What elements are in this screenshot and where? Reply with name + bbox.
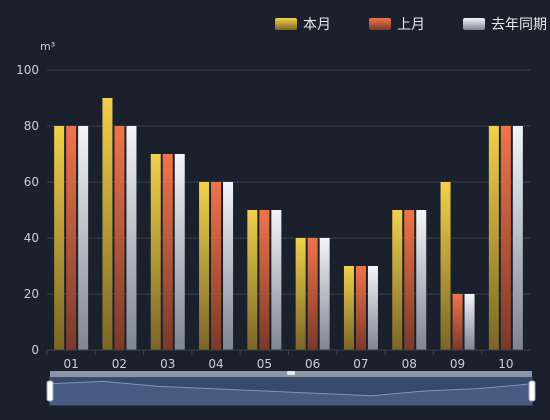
bar-this-month-10 (488, 126, 499, 350)
x-tick-label: 07 (353, 357, 368, 371)
slider-preview-line (49, 380, 533, 397)
bar-this-month-03 (150, 154, 161, 350)
bar-last-month-05 (259, 210, 270, 350)
y-axis-unit: m³ (40, 40, 56, 53)
legend-item-last-month[interactable]: 上月 (369, 14, 425, 34)
bar-same-period-last-year-07 (367, 266, 378, 350)
bar-this-month-02 (102, 98, 113, 350)
legend-item-same-period-last-year[interactable]: 去年同期 (463, 14, 547, 34)
bar-this-month-01 (54, 126, 65, 350)
bar-last-month-09 (452, 294, 463, 350)
x-tick-label: 03 (160, 357, 175, 371)
bar-last-month-01 (66, 126, 77, 350)
bar-same-period-last-year-08 (416, 210, 427, 350)
legend-item-this-month[interactable]: 本月 (275, 14, 331, 34)
legend: 本月 上月 去年同期 (237, 14, 550, 34)
y-axis-ticks: 0 20 40 60 80 100 (16, 63, 39, 357)
y-tick-label: 40 (24, 231, 39, 245)
bar-same-period-last-year-02 (126, 126, 137, 350)
x-tick-label: 04 (208, 357, 223, 371)
bar-same-period-last-year-01 (78, 126, 89, 350)
bar-last-month-08 (404, 210, 415, 350)
bar-this-month-05 (247, 210, 258, 350)
x-tick-label: 08 (402, 357, 417, 371)
bar-last-month-03 (162, 154, 173, 350)
x-tick-label: 01 (64, 357, 79, 371)
bar-same-period-last-year-05 (271, 210, 282, 350)
zoom-slider[interactable] (46, 371, 536, 406)
bar-last-month-06 (307, 238, 318, 350)
x-tick-label: 02 (112, 357, 127, 371)
bar-this-month-06 (295, 238, 306, 350)
bar-last-month-07 (355, 266, 366, 350)
bar-same-period-last-year-03 (174, 154, 185, 350)
x-tick-label: 10 (498, 357, 513, 371)
bars (54, 98, 523, 350)
bar-last-month-10 (500, 126, 511, 350)
bar-same-period-last-year-10 (512, 126, 523, 350)
slider-right-handle[interactable] (528, 380, 536, 402)
y-tick-label: 60 (24, 175, 39, 189)
bar-same-period-last-year-09 (464, 294, 475, 350)
bar-last-month-02 (114, 126, 125, 350)
bar-same-period-last-year-06 (319, 238, 330, 350)
legend-label-same-period-last-year: 去年同期 (491, 17, 547, 33)
slider-drag-grip (287, 371, 295, 375)
y-tick-label: 80 (24, 119, 39, 133)
bar-same-period-last-year-04 (223, 182, 234, 350)
x-tick-label: 05 (257, 357, 272, 371)
bar-this-month-07 (343, 266, 354, 350)
legend-label-this-month: 本月 (303, 17, 331, 33)
legend-swatch-last-month (369, 18, 391, 30)
x-tick-label: 09 (450, 357, 465, 371)
legend-swatch-this-month (275, 18, 297, 30)
bar-last-month-04 (211, 182, 222, 350)
y-tick-label: 100 (16, 63, 39, 77)
x-tick-label: 06 (305, 357, 320, 371)
legend-swatch-same-period-last-year (463, 18, 485, 30)
bar-this-month-08 (392, 210, 403, 350)
x-axis-ticks: 01 02 03 04 05 06 07 08 09 10 (46, 349, 530, 371)
bar-this-month-04 (199, 182, 210, 350)
slider-selection (50, 377, 532, 405)
bar-this-month-09 (440, 182, 451, 350)
legend-label-last-month: 上月 (397, 17, 425, 33)
y-tick-label: 20 (24, 287, 39, 301)
slider-left-handle[interactable] (46, 380, 54, 402)
y-tick-label: 0 (31, 343, 39, 357)
